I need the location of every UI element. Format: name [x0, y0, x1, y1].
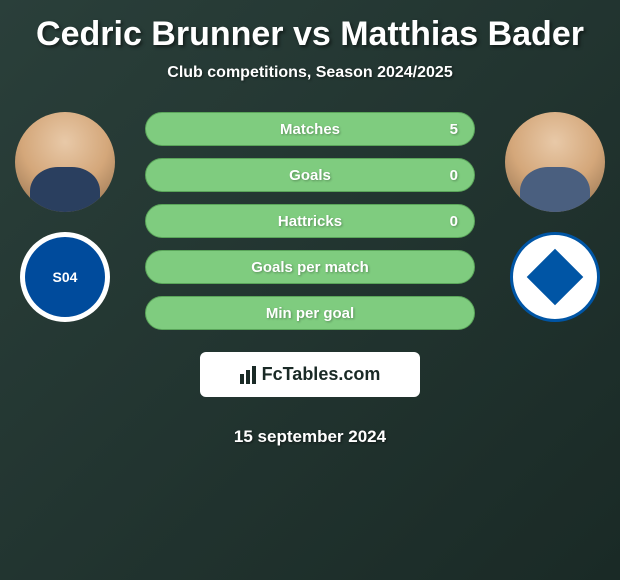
- page-subtitle: Club competitions, Season 2024/2025: [10, 64, 610, 82]
- brand-logo: FcTables.com: [200, 352, 420, 397]
- stat-bar-min-per-goal: Min per goal: [145, 296, 475, 330]
- stats-column: Matches 5 Goals 0 Hattricks 0 Goals per …: [115, 112, 505, 447]
- stat-bar-goals-per-match: Goals per match: [145, 250, 475, 284]
- page-title: Cedric Brunner vs Matthias Bader: [10, 15, 610, 54]
- stat-value: 5: [450, 121, 458, 138]
- content-row: S04 Matches 5 Goals 0 Hattricks 0 Goals …: [10, 112, 610, 447]
- player-right-column: [505, 112, 605, 322]
- brand-text: FcTables.com: [262, 364, 381, 385]
- infographic-container: Cedric Brunner vs Matthias Bader Club co…: [0, 0, 620, 580]
- stat-label: Hattricks: [278, 213, 342, 230]
- player-right-photo: [505, 112, 605, 212]
- stat-bar-goals: Goals 0: [145, 158, 475, 192]
- brand-chart-icon: [240, 366, 256, 384]
- stat-label: Goals per match: [251, 259, 369, 276]
- player-left-photo: [15, 112, 115, 212]
- club-left-logo: S04: [20, 232, 110, 322]
- player-left-column: S04: [15, 112, 115, 322]
- club-left-short: S04: [53, 269, 78, 285]
- stat-value: 0: [450, 167, 458, 184]
- stat-value: 0: [450, 213, 458, 230]
- club-right-logo: [510, 232, 600, 322]
- stat-label: Min per goal: [266, 305, 354, 322]
- stat-bar-matches: Matches 5: [145, 112, 475, 146]
- stat-label: Matches: [280, 121, 340, 138]
- stat-bar-hattricks: Hattricks 0: [145, 204, 475, 238]
- stat-label: Goals: [289, 167, 331, 184]
- date-label: 15 september 2024: [234, 427, 386, 447]
